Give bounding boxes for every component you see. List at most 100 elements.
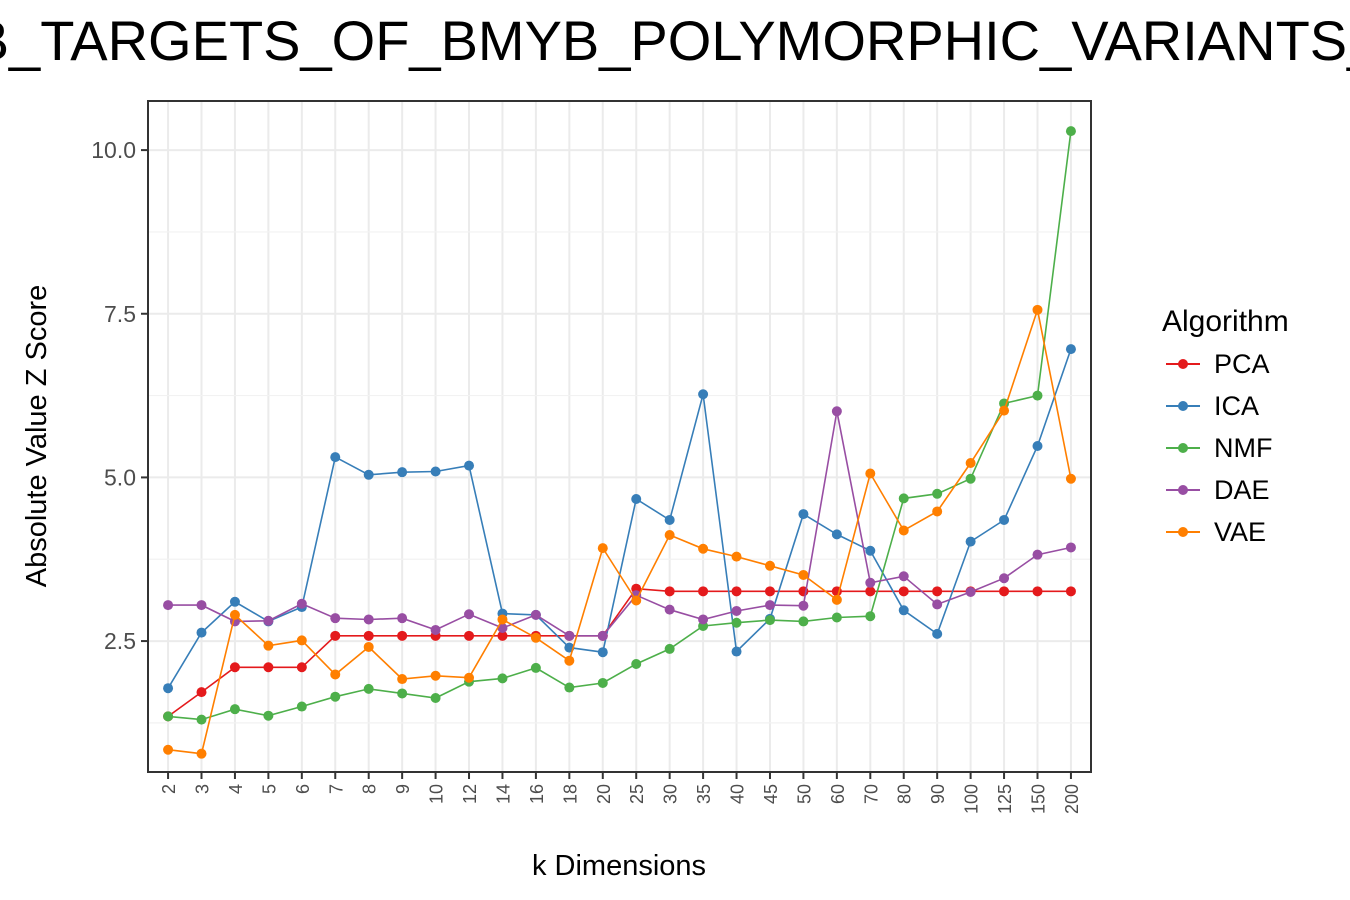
data-point [664, 643, 675, 654]
data-point [530, 662, 541, 673]
x-tick-label: 8 [360, 784, 380, 794]
data-point [597, 677, 608, 688]
data-point [163, 744, 174, 755]
axes: 2.55.07.510.02 3 4 5 6 7 8 9 10 12 14 16 18 20 25 30 35 4… [91, 137, 1082, 814]
data-point [831, 612, 842, 623]
legend-key [1162, 354, 1204, 374]
y-axis-title: Absolute Value Z Score [21, 285, 53, 588]
legend-label: VAE [1214, 516, 1267, 547]
data-point [1032, 440, 1043, 451]
data-point [731, 551, 742, 562]
data-point [464, 630, 475, 641]
data-point [296, 701, 307, 712]
data-point [1065, 473, 1076, 484]
data-point [163, 711, 174, 722]
legend-label: ICA [1214, 390, 1260, 421]
data-point [464, 609, 475, 620]
x-tick-label: 6 [293, 784, 313, 794]
data-point [597, 543, 608, 554]
data-point [965, 586, 976, 597]
legend-title: Algorithm [1162, 305, 1289, 338]
data-point [831, 406, 842, 417]
y-tick-label: 10.0 [91, 137, 136, 163]
legend: Algorithm PCA ICA NMF DAE VAE [1162, 305, 1289, 553]
x-tick-label: 40 [728, 784, 748, 804]
data-point [330, 669, 341, 680]
data-point [397, 613, 408, 624]
data-point [664, 604, 675, 615]
data-point [831, 529, 842, 540]
data-point [1032, 586, 1043, 597]
data-point [330, 613, 341, 624]
x-tick-label: 70 [861, 784, 881, 804]
x-tick-label: 25 [627, 784, 647, 804]
x-tick-label: 9 [393, 784, 413, 794]
data-point [865, 468, 876, 479]
data-point [430, 466, 441, 477]
data-point [363, 641, 374, 652]
data-point [430, 624, 441, 635]
x-tick-label: 35 [694, 784, 714, 804]
data-point [631, 494, 642, 505]
series-vae [163, 304, 1076, 759]
legend-key [1162, 438, 1204, 458]
x-tick-label: 12 [460, 784, 480, 804]
data-point [932, 586, 943, 597]
data-point [196, 600, 207, 611]
data-point [831, 594, 842, 605]
x-tick-label: 2 [159, 784, 179, 794]
x-tick-label: 4 [226, 784, 246, 794]
data-point [163, 683, 174, 694]
legend-label: NMF [1214, 432, 1273, 463]
data-point [731, 605, 742, 616]
data-point [932, 506, 943, 517]
data-point [798, 569, 809, 580]
legend-item-pca: PCA [1162, 343, 1289, 385]
data-point [932, 599, 943, 610]
legend-key [1162, 396, 1204, 416]
data-point [296, 635, 307, 646]
data-point [330, 630, 341, 641]
data-point [1065, 344, 1076, 355]
data-point [698, 586, 709, 597]
data-point [898, 605, 909, 616]
data-point [999, 586, 1010, 597]
x-tick-label: 10 [427, 784, 447, 804]
data-point [296, 598, 307, 609]
data-point [1032, 390, 1043, 401]
legend-label: PCA [1214, 348, 1270, 379]
x-tick-label: 125 [995, 784, 1015, 814]
data-point [363, 469, 374, 480]
data-point [798, 600, 809, 611]
x-tick-label: 50 [794, 784, 814, 804]
data-point [664, 530, 675, 541]
data-point [597, 647, 608, 658]
data-point [698, 614, 709, 625]
data-point [363, 630, 374, 641]
data-point [430, 670, 441, 681]
data-point [999, 405, 1010, 416]
data-point [898, 525, 909, 536]
data-point [229, 609, 240, 620]
data-point [196, 748, 207, 759]
y-tick-label: 2.5 [104, 628, 136, 654]
data-point [664, 514, 675, 525]
data-point [698, 389, 709, 400]
data-point [764, 615, 775, 626]
data-point [731, 646, 742, 657]
data-point [798, 616, 809, 627]
data-point [564, 655, 575, 666]
x-axis-title: k Dimensions [532, 850, 706, 882]
x-tick-label: 5 [259, 784, 279, 794]
panel-border [147, 100, 1092, 773]
data-point [932, 488, 943, 499]
data-point [798, 509, 809, 520]
legend-item-vae: VAE [1162, 511, 1289, 553]
data-point [430, 693, 441, 704]
data-point [163, 600, 174, 611]
data-point [397, 674, 408, 685]
data-point [263, 640, 274, 651]
data-point [330, 452, 341, 463]
data-point [698, 543, 709, 554]
